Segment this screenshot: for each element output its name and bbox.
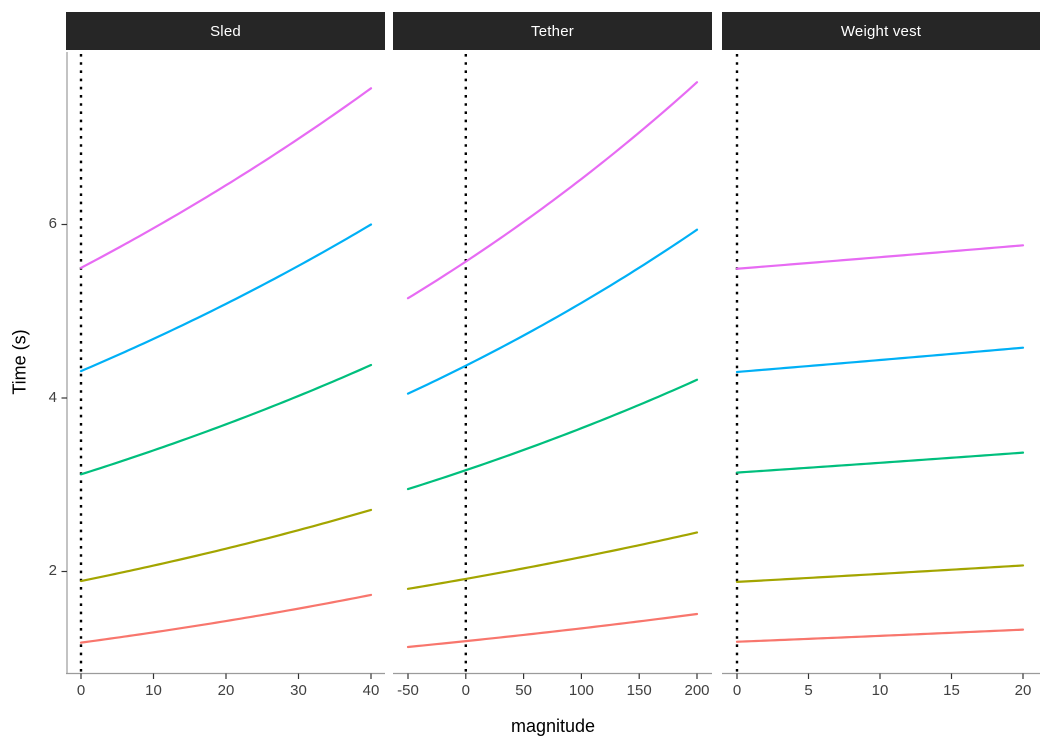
curve-blue-tether [406,228,699,395]
x-tick-label: -50 [397,682,419,699]
curve-blue-sled [79,223,373,373]
x-tick-label: 40 [362,682,380,699]
x-tick-label: 20 [217,682,235,699]
curve-green-weight-vest [735,451,1025,474]
x-tick-label: 0 [461,682,470,699]
x-tick-label: 20 [1014,682,1032,699]
facet-strip-label: Tether [531,22,574,40]
curve-green-tether [406,378,699,491]
y-tick-label-6: 6 [48,215,57,232]
y-tick-label-4: 4 [48,389,57,406]
facet-strip-label: Weight vest [840,22,922,40]
facet-strip-tether: Tether [393,12,712,50]
facet-strip-label: Sled [210,22,241,40]
facet-strip-sled: Sled [66,12,385,50]
x-tick-label: 0 [76,682,86,699]
x-tick-label: 0 [732,682,742,699]
curve-blue-weight-vest [735,346,1025,374]
curve-green-sled [79,363,373,476]
x-tick-label: 10 [871,682,889,699]
x-tick-label: 100 [568,682,594,699]
curve-magenta-sled [79,87,373,269]
facet-strip-weight-vest: Weight vest [722,12,1040,50]
x-axis-title: magnitude [510,716,596,736]
x-tick-label: 30 [290,682,307,699]
curve-red-tether [406,612,699,649]
curve-olive-sled [79,508,373,583]
curve-red-weight-vest [735,628,1025,643]
x-tick-label: 150 [626,682,652,699]
x-tick-label: 15 [943,682,960,699]
x-tick-label: 10 [145,682,162,699]
x-tick-label: 200 [684,682,710,699]
y-tick-label-2: 2 [48,562,57,579]
x-tick-label: 50 [515,682,532,699]
y-axis-title: Time (s) [9,329,30,395]
curve-olive-tether [406,531,699,590]
curve-magenta-weight-vest [735,244,1025,270]
curve-magenta-tether [406,81,699,300]
curve-red-sled [79,593,373,644]
x-tick-label: 5 [804,682,813,699]
curve-olive-weight-vest [735,564,1025,584]
